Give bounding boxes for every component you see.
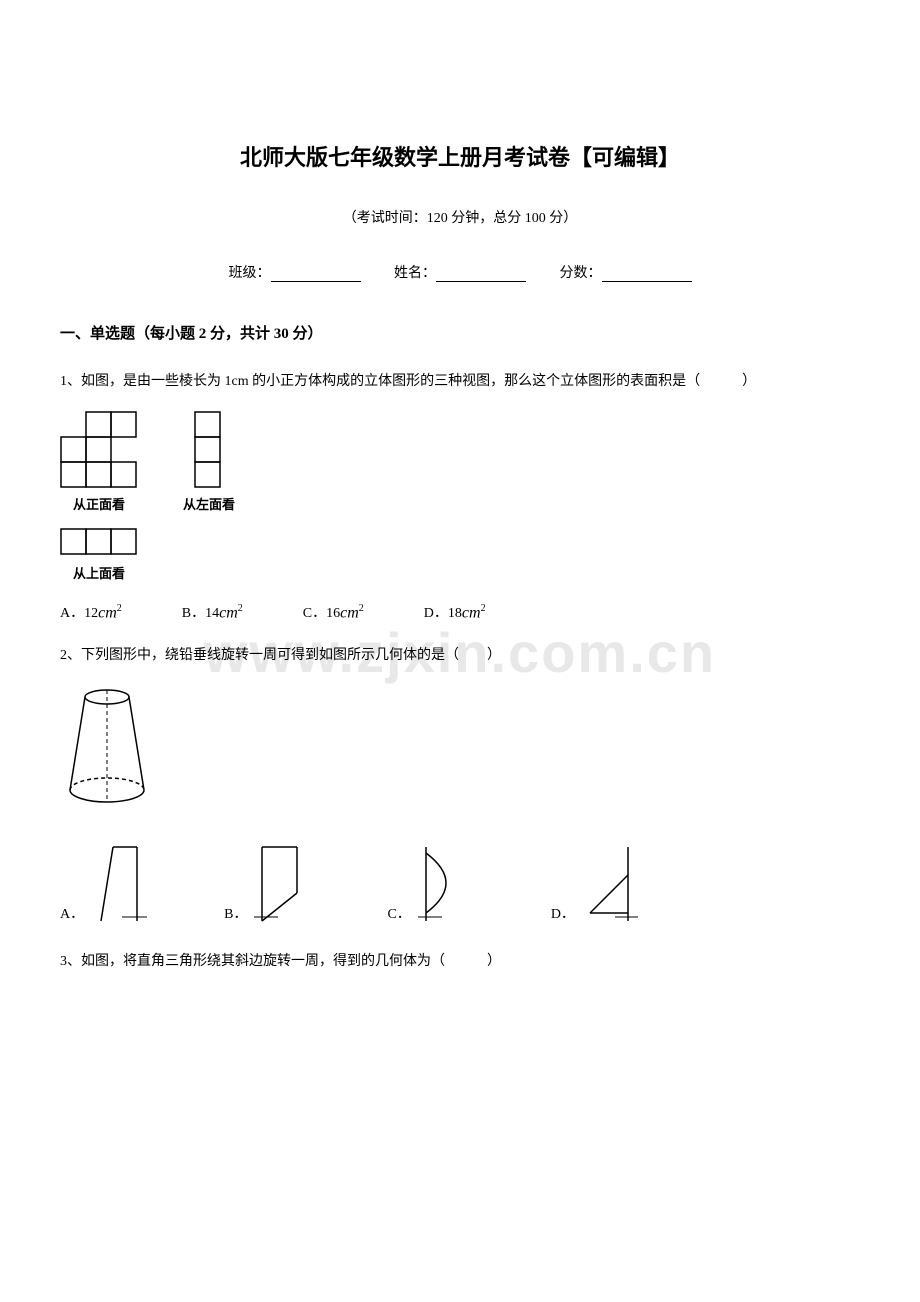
section-1-header: 一、单选题（每小题 2 分，共计 30 分） — [60, 322, 860, 343]
q1-option-c: C．16 cm2 — [303, 602, 364, 622]
q2-option-b: B． — [224, 845, 312, 923]
top-view-block: 从上面看 — [60, 528, 138, 582]
exam-subtitle: （考试时间：120 分钟，总分 100 分） — [60, 207, 860, 227]
q2-shape-b-icon — [252, 845, 312, 923]
question-1-views-row2: 从上面看 — [60, 528, 860, 582]
question-2-figure — [60, 685, 860, 810]
exam-title: 北师大版七年级数学上册月考试卷【可编辑】 — [60, 140, 860, 172]
name-label: 姓名： — [394, 266, 436, 281]
question-2-options: A． B． C． — [60, 845, 860, 923]
question-1-options: A．12 cm2 B．14 cm2 C．16 cm2 D．18 cm2 — [60, 602, 860, 622]
top-view-label: 从上面看 — [73, 563, 125, 582]
front-view-label: 从正面看 — [73, 494, 125, 513]
q1-option-d: D．18 cm2 — [424, 602, 486, 622]
front-view-block: 从正面看 — [60, 411, 138, 513]
page-content: 北师大版七年级数学上册月考试卷【可编辑】 （考试时间：120 分钟，总分 100… — [60, 140, 860, 976]
question-3-text: 3、如图，将直角三角形绕其斜边旋转一周，得到的几何体为（ ） — [60, 948, 860, 976]
class-label: 班级： — [229, 266, 271, 281]
question-2-text: 2、下列图形中，绕铅垂线旋转一周可得到如图所示几何体的是（ ） — [60, 642, 860, 670]
q1-option-a: A．12 cm2 — [60, 602, 122, 622]
q1-option-b: B．14 cm2 — [182, 602, 243, 622]
question-1-text: 1、如图，是由一些棱长为 1cm 的小正方体构成的立体图形的三种视图，那么这个立… — [60, 368, 860, 396]
q2-shape-c-icon — [416, 845, 476, 923]
name-blank — [436, 268, 526, 282]
score-blank — [602, 268, 692, 282]
left-view-label: 从左面看 — [183, 494, 235, 513]
top-view-icon — [60, 528, 138, 558]
q2-option-a: A． — [60, 845, 149, 923]
q2-shape-a-icon — [89, 845, 149, 923]
front-view-icon — [60, 411, 138, 489]
q2-shape-d-icon — [580, 845, 640, 923]
q2-option-d: D． — [551, 845, 640, 923]
left-view-icon — [194, 411, 224, 489]
frustum-cone-icon — [60, 685, 155, 805]
q2-option-c: C． — [387, 845, 475, 923]
student-info-line: 班级： 姓名： 分数： — [60, 262, 860, 282]
question-1-views-row1: 从正面看 从左面看 — [60, 411, 860, 513]
class-blank — [271, 268, 361, 282]
score-label: 分数： — [560, 266, 602, 281]
left-view-block: 从左面看 — [183, 411, 235, 513]
